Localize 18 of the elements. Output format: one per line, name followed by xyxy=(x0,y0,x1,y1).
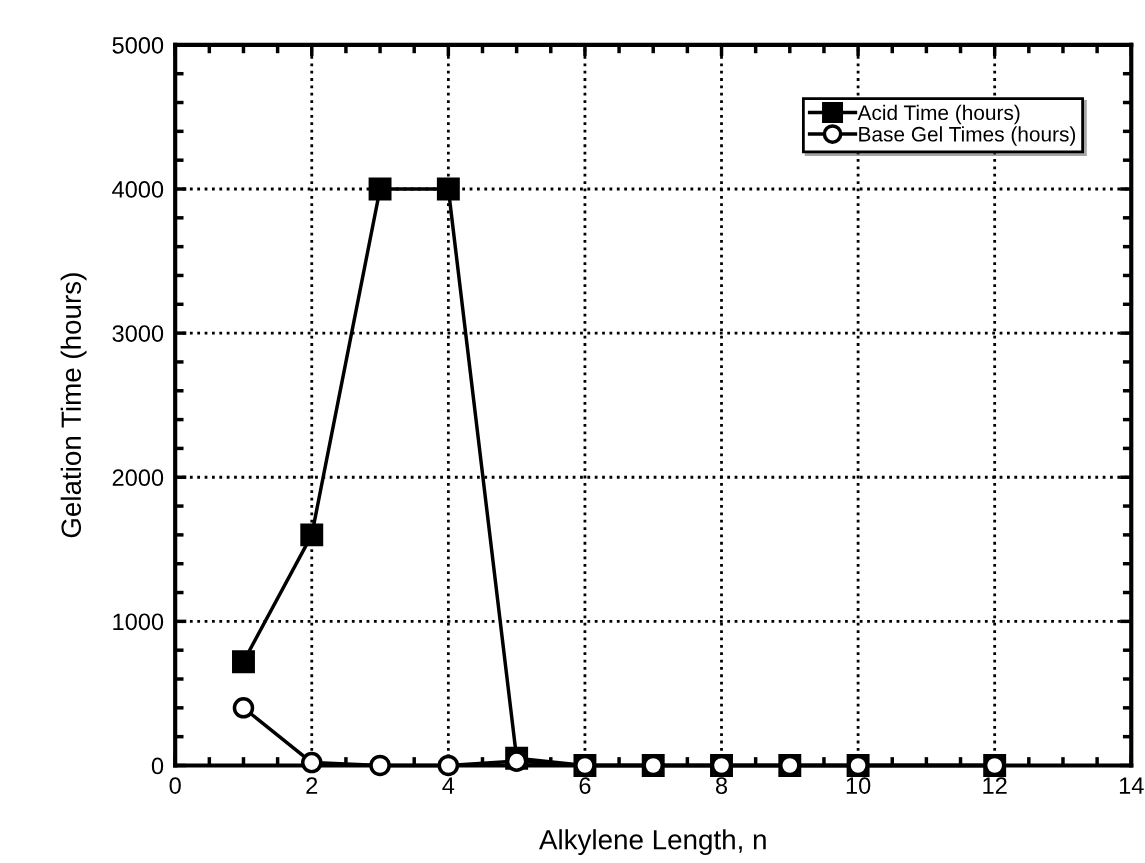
x-tick-label: 8 xyxy=(715,777,728,794)
x-tick-label: 12 xyxy=(983,777,1007,794)
y-tick-label: 5000 xyxy=(112,36,164,54)
y-tick-label: 0 xyxy=(151,757,164,775)
y-tick-label: 1000 xyxy=(113,613,164,631)
x-tick-label: 0 xyxy=(169,777,181,794)
y-axis-title: Gelation Time (hours) xyxy=(60,273,87,538)
x-tick-label: 14 xyxy=(1119,777,1144,794)
legend-label: Acid Time (hours) xyxy=(857,104,1020,125)
legend-label: Base Gel Times (hours) xyxy=(859,126,1076,146)
x-tick-label: 2 xyxy=(306,777,318,794)
y-tick-label: 4000 xyxy=(112,181,164,198)
x-tick-label: 6 xyxy=(579,777,591,794)
x-tick-label: 4 xyxy=(442,777,455,794)
y-tick-label: 3000 xyxy=(112,325,164,342)
x-axis-title: Alkylene Length, n xyxy=(539,829,766,856)
x-tick-label: 10 xyxy=(846,777,871,794)
y-tick-label: 2000 xyxy=(112,469,164,487)
